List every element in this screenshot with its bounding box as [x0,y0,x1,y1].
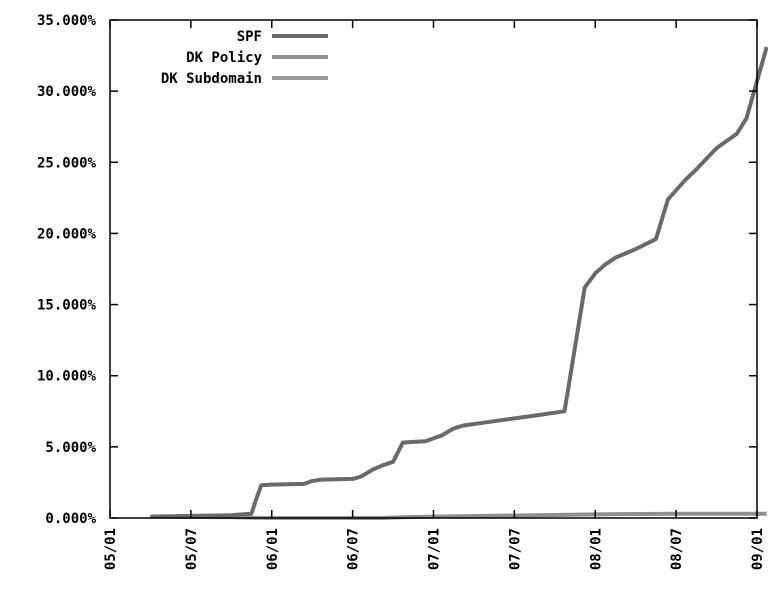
legend-label: DK Subdomain [161,71,262,87]
y-tick-label: 0.000% [45,511,96,527]
y-tick-label: 30.000% [37,84,97,100]
x-tick-label: 08/01 [588,528,604,570]
series-line-spf [150,46,768,519]
legend-label: SPF [237,29,262,45]
legend: SPF DK Policy DK Subdomain [161,29,328,87]
y-tick-label: 25.000% [37,155,97,171]
x-axis: 05/01 05/07 06/01 06/07 07/01 07/07 08/01 08/07… [103,20,766,570]
y-tick-label: 15.000% [37,298,97,314]
y-axis: 0.000% 5.000% 10.000% 15.000% 20.000% 25.000%… [37,13,757,527]
y-tick-label: 35.000% [37,13,97,29]
x-tick-label: 07/07 [507,528,523,570]
y-tick-label: 10.000% [37,369,97,385]
x-tick-label: 06/07 [346,528,362,570]
x-tick-label: 09/01 [750,528,766,570]
x-tick-label: 06/01 [265,528,281,570]
x-tick-label: 05/07 [184,528,200,570]
x-tick-label: 08/07 [669,528,685,570]
legend-label: DK Policy [186,50,262,66]
x-tick-label: 05/01 [103,528,119,570]
y-tick-label: 20.000% [37,226,97,242]
x-tick-label: 07/01 [427,528,443,570]
y-tick-label: 5.000% [45,440,96,456]
